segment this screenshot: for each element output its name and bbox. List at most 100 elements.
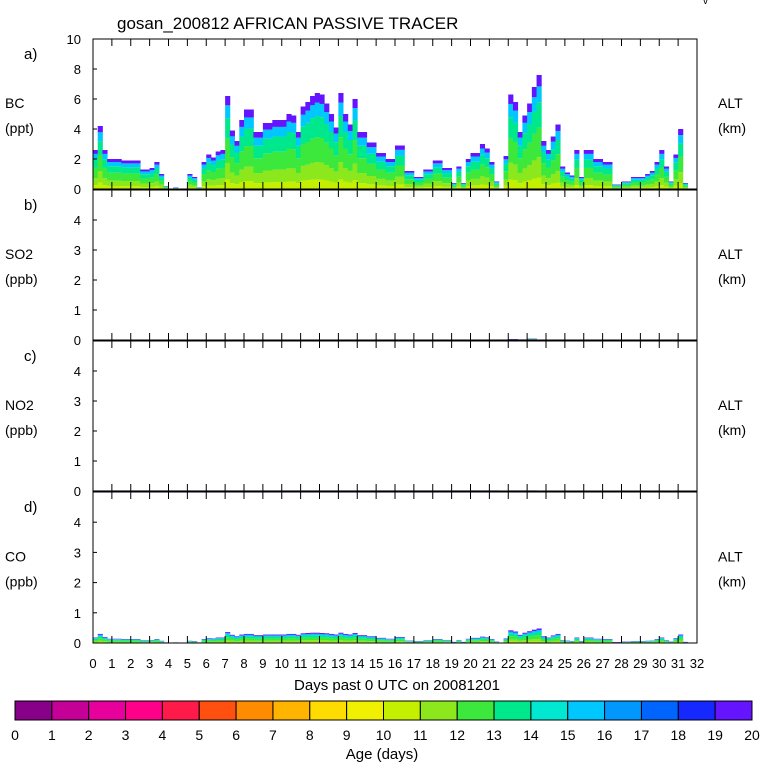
y-tick-label: 4 [74,364,81,379]
y-axis-unit: (ppb) [5,422,38,438]
data-bar [550,635,556,643]
y-axis-unit: (ppb) [5,271,38,287]
data-bar [593,638,604,643]
data-bar [546,150,552,189]
data-bar [522,632,528,643]
data-bar [527,103,533,189]
data-bar [649,171,655,189]
data-bar [220,150,226,189]
panel-label: d) [24,499,37,516]
data-bar [456,166,462,189]
data-bar [234,141,240,189]
data-bar [121,639,132,643]
data-bar [328,114,335,189]
y-tick-label: 3 [74,243,81,258]
data-bar [281,120,287,189]
panel-a: 0 2 4 6 8 10 a) BC (ppt) ALT (km) [5,32,746,197]
x-tick-label: 7 [222,656,229,671]
x-tick-labels: 0 1 2 3 4 5 6 7 8 9 10 11 12 13 14 15 16 17 18 19 20 21 22 23 24… [89,656,704,671]
y-axis-unit: (ppb) [5,574,38,590]
data-bar [229,130,235,189]
data-bar [154,162,160,189]
colorbar-tick-label: 4 [159,727,167,743]
colorbar: 0 1 2 3 4 5 6 7 8 9 10 11 12 13 14 15 16 17 18 19 20 [11,700,760,743]
data-bar [508,94,514,189]
data-bar [366,142,377,189]
x-tick-label: 13 [331,656,345,671]
data-bar [484,148,490,189]
x-tick-label: 26 [577,656,591,671]
data-bar [479,144,486,189]
data-bar [286,633,292,643]
y-tick-label: 3 [74,394,81,409]
x-tick-label: 22 [501,656,515,671]
data-bar [272,634,283,643]
x-tick-label: 12 [312,656,326,671]
y-tick-label: 6 [74,92,81,107]
colorbar-tick-label: 14 [523,727,539,743]
colorbar-tick-label: 0 [11,727,19,743]
right-axis-unit: (km) [718,271,746,287]
x-tick-label: 15 [369,656,383,671]
data-bar [239,120,245,189]
corner-mark: v [703,0,708,7]
data-bar [333,127,339,189]
x-tick-label: 11 [294,656,308,671]
data-bar [357,132,368,189]
data-bar [654,162,660,189]
data-bar [343,633,349,643]
data-bar [583,150,594,189]
data-bar [338,93,344,189]
colorbar-swatch [125,700,163,721]
x-tick-label: 32 [690,656,704,671]
x-tick-label: 8 [240,656,247,671]
y-axis-label: CO [5,549,26,565]
data-bar [111,638,122,643]
data-bar [630,177,641,189]
y-tick-label: 1 [74,454,81,469]
data-bar [206,638,212,643]
data-bar [310,632,316,643]
data-bar [187,174,193,189]
data-bar [140,169,151,189]
data-bar [97,633,103,643]
colorbar-tick-label: 15 [560,727,576,743]
data-bar [479,636,486,643]
y-tick-label: 3 [74,545,81,560]
panel-d: 0 1 2 3 4 d) CO (ppb) ALT (km) [5,491,746,651]
data-bar [531,629,537,643]
colorbar-swatch [14,700,53,721]
x-tick-label: 4 [165,656,172,671]
x-tick-label: 17 [407,656,421,671]
data-bar [564,172,570,189]
data-bar [541,141,547,189]
panel-frame [92,491,698,644]
data-bar [583,637,594,643]
data-bar [659,637,665,643]
data-bar [192,177,198,189]
y-axis-label: BC [5,95,24,111]
data-bar [305,633,311,643]
data-bar [319,633,325,643]
colorbar-swatch [419,700,458,721]
data-bar [413,177,424,189]
x-tick-label: 0 [89,656,96,671]
data-bar [395,636,405,643]
colorbar-swatch [604,700,642,721]
data-bar [286,114,292,189]
y-tick-label: 2 [74,424,81,439]
y-tick-label: 8 [74,62,81,77]
colorbar-swatch [383,700,421,721]
data-bar [324,103,330,189]
panel-frame [92,189,698,341]
data-bar [107,159,113,189]
x-tick-label: 9 [259,656,266,671]
data-bar [347,124,353,189]
data-bar [678,634,684,643]
data-bar [673,154,679,189]
data-bar [262,123,273,189]
data-bar [574,637,580,643]
x-tick-label: 25 [558,656,572,671]
colorbar-tick-label: 12 [449,727,465,743]
data-bar [281,634,287,643]
